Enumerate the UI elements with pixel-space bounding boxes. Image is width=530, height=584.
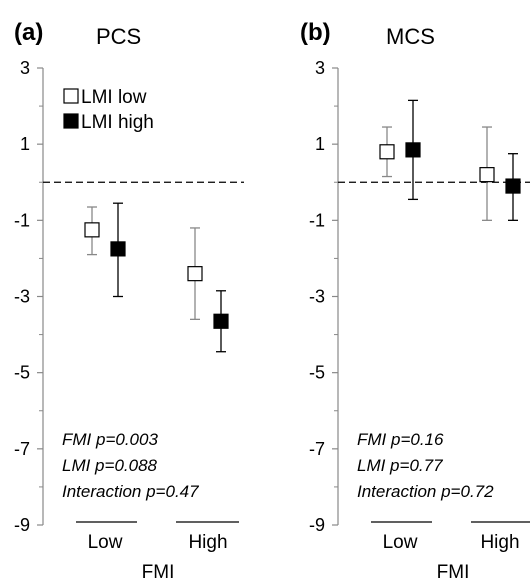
- legend-marker-lmi-high: [63, 113, 79, 129]
- panel-b-y-tick-label: -5: [309, 363, 325, 383]
- panel-a-stat-lmi: LMI p=0.088: [62, 456, 158, 475]
- panel-a-y-tick-label: -3: [14, 287, 30, 307]
- panel-a-y-tick-label: -1: [14, 210, 30, 230]
- panel-b-y-tick-label: 1: [315, 134, 325, 154]
- legend: LMI low LMI high: [63, 87, 154, 133]
- point-lmi-low-low: [84, 222, 100, 238]
- panel-a-letter: (a): [14, 19, 43, 46]
- panel-a-title: PCS: [96, 24, 141, 49]
- panel-b-category-low: Low: [383, 532, 418, 553]
- panel-a-y-tick-label: -7: [14, 439, 30, 459]
- panel-b-y-tick-label: -7: [309, 439, 325, 459]
- point-lmi-low-low: [379, 144, 395, 160]
- panel-b-category-high: High: [480, 532, 519, 553]
- panel-a-y-tick-label: 1: [20, 134, 30, 154]
- point-lmi-high-low: [110, 241, 126, 257]
- panel-b-y-tick-label: -3: [309, 287, 325, 307]
- panel-b-title: MCS: [386, 24, 435, 49]
- panel-a-stat-fmi: FMI p=0.003: [62, 430, 158, 449]
- panel-b-y-tick-label: 3: [315, 58, 325, 78]
- point-lmi-low-high: [187, 266, 203, 282]
- panel-a-x-axis-title: FMI: [142, 562, 175, 583]
- legend-marker-lmi-low: [63, 88, 79, 104]
- point-lmi-low-high: [479, 167, 495, 183]
- panel-a-y-tick-label: -9: [14, 515, 30, 535]
- panel-pcs: (a) PCS FMI p=0.003 LMI p=0.088 Interact…: [14, 19, 244, 583]
- panel-b-y-tick-label: -1: [309, 210, 325, 230]
- panel-b-stat-fmi: FMI p=0.16: [357, 430, 444, 449]
- panel-b-stat-lmi: LMI p=0.77: [357, 456, 443, 475]
- panel-b-letter: (b): [300, 19, 331, 46]
- panel-a-y-tick-label: 3: [20, 58, 30, 78]
- panel-mcs: (b) MCS FMI p=0.16 LMI p=0.77 Interactio…: [300, 19, 530, 583]
- point-lmi-high-high: [505, 178, 521, 194]
- point-lmi-high-low: [405, 142, 421, 158]
- panel-b-x-axis-title: FMI: [437, 562, 470, 583]
- legend-label-lmi-low: LMI low: [81, 87, 147, 108]
- legend-label-lmi-high: LMI high: [81, 112, 154, 133]
- panel-a-category-high: High: [188, 532, 227, 553]
- panel-b-stat-interaction: Interaction p=0.72: [357, 482, 494, 501]
- panel-a-y-tick-label: -5: [14, 363, 30, 383]
- point-lmi-high-high: [213, 313, 229, 329]
- panel-a-category-low: Low: [88, 532, 123, 553]
- panel-b-y-tick-label: -9: [309, 515, 325, 535]
- panel-a-stat-interaction: Interaction p=0.47: [62, 482, 199, 501]
